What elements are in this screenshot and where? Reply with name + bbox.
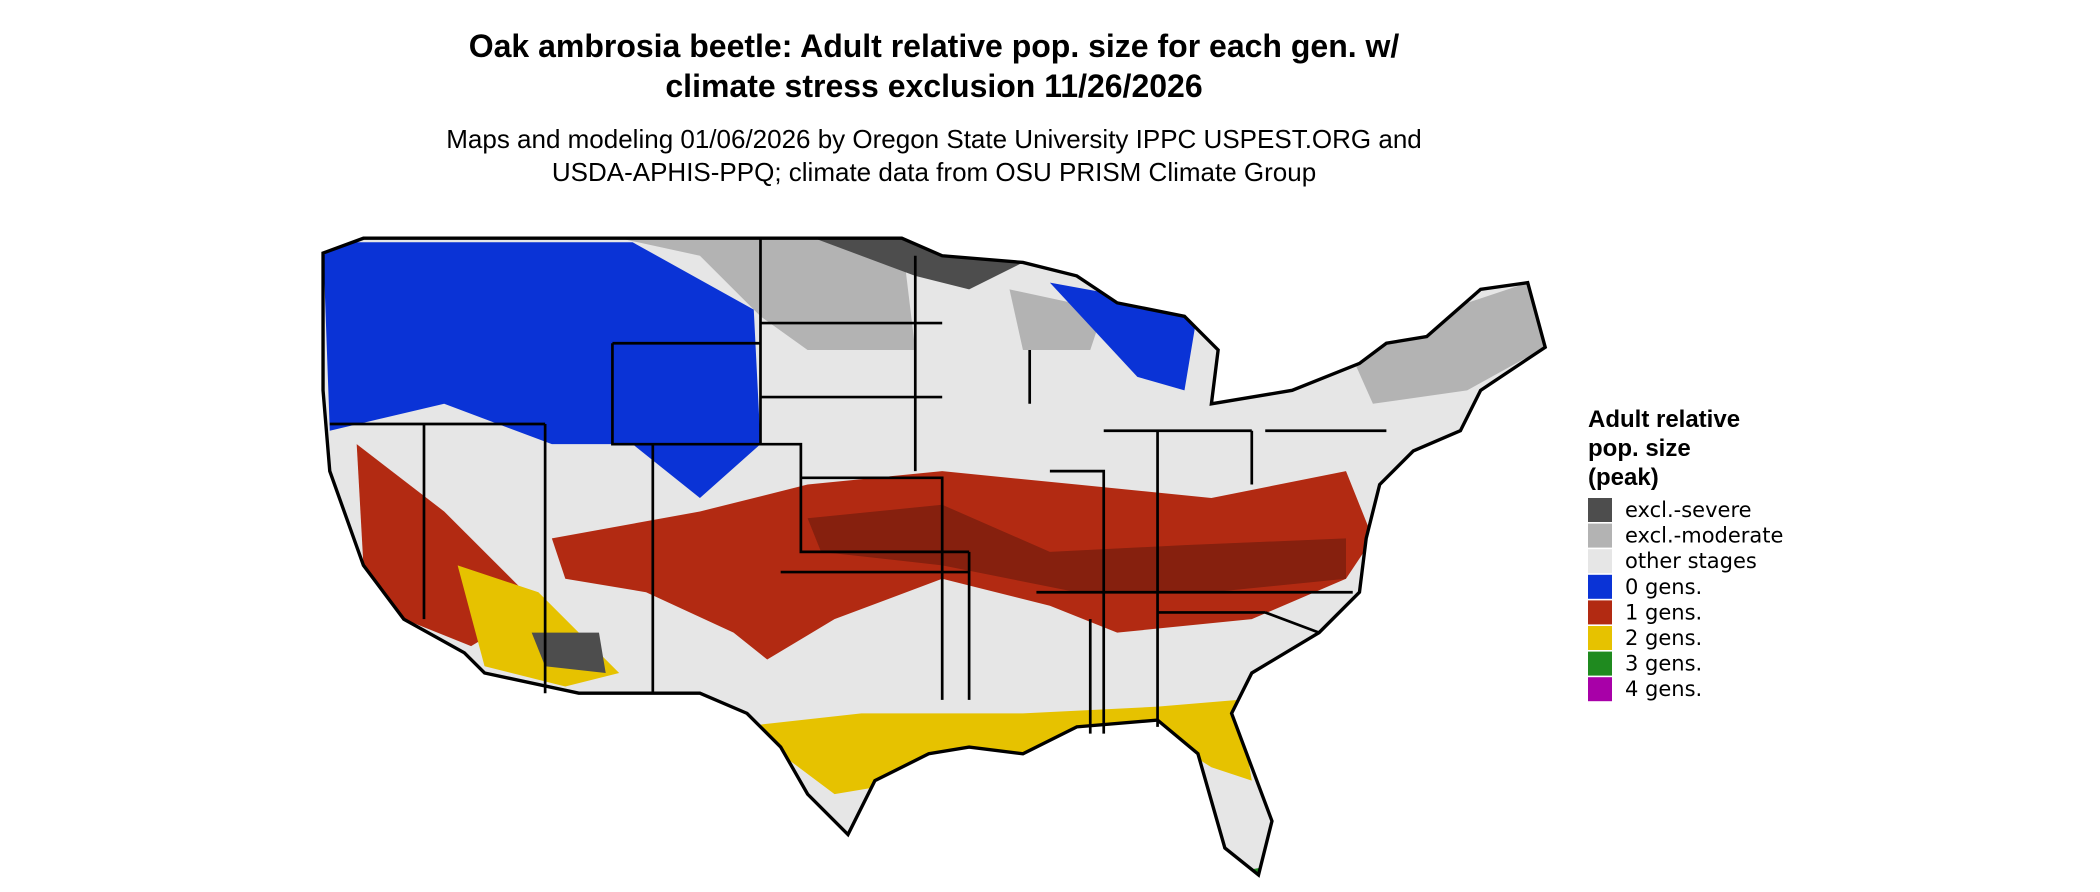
title-line: Oak ambrosia beetle: Adult relative pop.… <box>469 28 1400 64</box>
legend-swatch <box>1588 677 1612 702</box>
region <box>531 632 606 673</box>
legend-label: 0 gens. <box>1625 575 1702 599</box>
legend-swatch <box>1588 651 1612 676</box>
state-borders <box>329 238 1387 734</box>
subtitle-line: Maps and modeling 01/06/2026 by Oregon S… <box>446 124 1422 154</box>
legend: Adult relative pop. size (peak) excl.-se… <box>1588 406 1783 702</box>
region <box>1345 282 1546 404</box>
legend-label: 1 gens. <box>1625 600 1702 624</box>
subtitle-line: USDA-APHIS-PPQ; climate data from OSU PR… <box>552 157 1316 187</box>
legend-title-line: (peak) <box>1588 464 1659 491</box>
title-line: climate stress exclusion 11/26/2026 <box>665 68 1202 104</box>
legend-swatch <box>1588 498 1612 522</box>
legend-label: 4 gens. <box>1625 677 1702 701</box>
legend-swatch <box>1588 549 1612 574</box>
map <box>321 236 1547 877</box>
legend-title-line: Adult relative <box>1588 406 1740 433</box>
legend-title-line: pop. size <box>1588 435 1691 462</box>
legend-label: 2 gens. <box>1625 626 1702 650</box>
legend-swatch <box>1588 574 1612 599</box>
legend-swatch <box>1588 600 1612 625</box>
region <box>323 242 761 499</box>
legend-swatch <box>1588 626 1612 650</box>
legend-label: other stages <box>1625 549 1757 573</box>
legend-label: excl.-moderate <box>1625 524 1783 548</box>
legend-label: 3 gens. <box>1625 652 1702 676</box>
legend-label: excl.-severe <box>1625 498 1752 522</box>
legend-swatch <box>1588 523 1612 548</box>
